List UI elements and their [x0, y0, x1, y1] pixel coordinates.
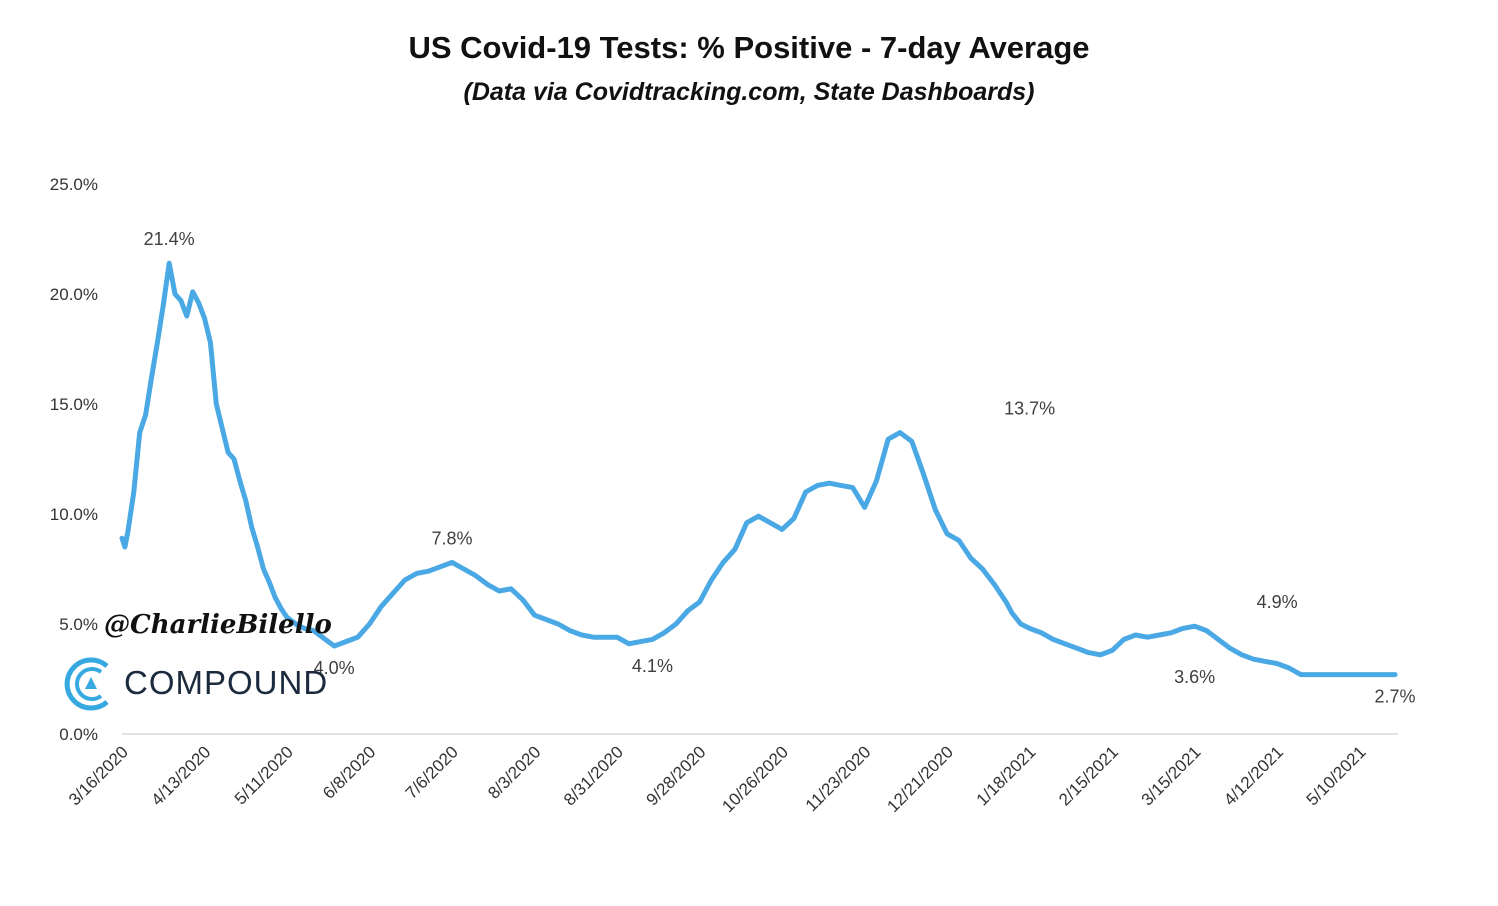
x-tick-label: 6/8/2020: [319, 742, 379, 802]
x-tick-label: 2/15/2021: [1055, 742, 1122, 809]
x-tick-label: 11/23/2020: [802, 742, 875, 815]
compound-logo: COMPOUND: [60, 652, 340, 716]
chart-subtitle: (Data via Covidtracking.com, State Dashb…: [463, 78, 1035, 106]
x-tick-label: 12/21/2020: [883, 742, 957, 816]
y-tick-label: 10.0%: [50, 505, 98, 524]
annotation-layer: 21.4% 4.0% 7.8% 4.1% 13.7% 3.6% 4.9% 2.7%: [144, 229, 1416, 706]
compound-logo-text: COMPOUND: [124, 664, 329, 701]
x-tick-label: 10/26/2020: [718, 742, 792, 816]
x-tick-label: 4/13/2020: [147, 742, 214, 809]
x-tick-label: 9/28/2020: [643, 742, 710, 809]
data-label: 7.8%: [432, 528, 473, 548]
x-tick-label: 8/3/2020: [484, 742, 544, 802]
data-label: 3.6%: [1174, 667, 1215, 687]
x-tick-label: 5/11/2020: [231, 742, 297, 808]
data-label: 2.7%: [1375, 687, 1416, 707]
y-axis: 0.0% 5.0% 10.0% 15.0% 20.0% 25.0%: [50, 175, 98, 744]
x-axis: 3/16/2020 4/13/2020 5/11/2020 6/8/2020 7/6/2…: [65, 733, 1398, 816]
x-tick-label: 8/31/2020: [560, 742, 627, 809]
y-tick-label: 0.0%: [59, 725, 98, 744]
y-tick-label: 25.0%: [50, 175, 98, 194]
y-tick-label: 20.0%: [50, 285, 98, 304]
x-tick-label: 1/18/2021: [973, 742, 1040, 809]
compound-logo-icon: [64, 657, 109, 711]
x-tick-label: 7/6/2020: [402, 742, 462, 802]
x-tick-label: 5/10/2021: [1303, 742, 1370, 809]
series-layer: [119, 260, 1398, 678]
x-tick-label: 4/12/2021: [1220, 742, 1287, 809]
data-label: 13.7%: [1004, 399, 1055, 419]
data-label: 4.0%: [314, 658, 355, 678]
x-tick-label: 3/16/2020: [65, 742, 132, 809]
series-line: [119, 260, 1398, 678]
data-label: 4.1%: [632, 656, 673, 676]
data-label: 4.9%: [1257, 592, 1298, 612]
y-tick-label: 5.0%: [59, 615, 98, 634]
chart-title: US Covid-19 Tests: % Positive - 7-day Av…: [408, 30, 1090, 65]
x-tick-label: 3/15/2021: [1138, 742, 1205, 809]
y-tick-label: 15.0%: [50, 395, 98, 414]
data-label: 21.4%: [144, 229, 195, 249]
watermark-handle: @CharlieBilello: [104, 610, 332, 640]
